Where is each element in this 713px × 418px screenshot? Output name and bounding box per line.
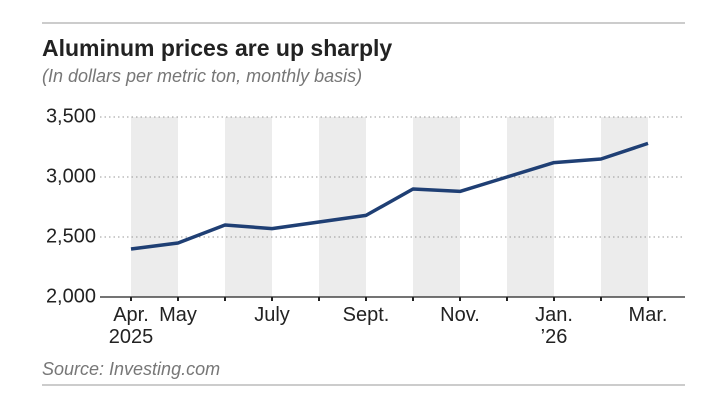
line bbox=[130, 141, 649, 251]
y-tick-label: 3,000 bbox=[46, 165, 96, 187]
band bbox=[413, 117, 460, 297]
source: Source: Investing.com bbox=[42, 359, 220, 379]
band bbox=[319, 117, 366, 297]
x-tick-label: Sept. bbox=[342, 304, 390, 326]
y-tick-label: 2,500 bbox=[46, 225, 96, 247]
chart-title: Aluminum prices are up sharply bbox=[42, 35, 392, 61]
x-tick-label: May bbox=[159, 304, 197, 326]
x-tick-label: Apr. 2025 bbox=[108, 304, 154, 348]
x-tick-label: July bbox=[254, 304, 290, 326]
band bbox=[131, 117, 178, 297]
y-tick-label: 2,000 bbox=[46, 285, 96, 307]
x-tick-label: Nov. bbox=[440, 304, 480, 326]
x-tick-label: Mar. bbox=[628, 304, 668, 326]
band bbox=[225, 117, 272, 297]
y-tick-label: 3,500 bbox=[46, 105, 96, 127]
chart-subtitle: (In dollars per metric ton, monthly basi… bbox=[42, 66, 362, 86]
x-tick-label: Jan. ’26 bbox=[535, 304, 573, 348]
band bbox=[507, 117, 554, 297]
